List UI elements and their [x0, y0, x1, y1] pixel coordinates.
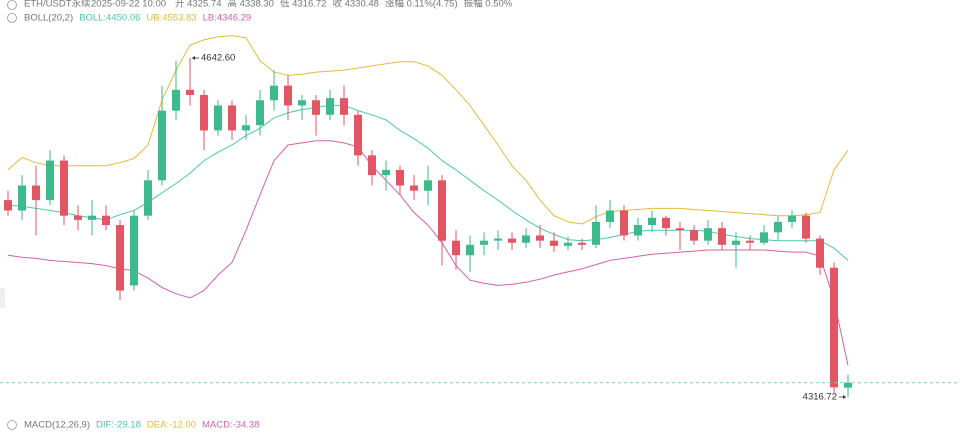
- candle-body: [88, 215, 96, 220]
- candle-body: [578, 242, 586, 245]
- candle-body: [312, 100, 320, 115]
- header-field: 收 4330.48: [332, 0, 378, 10]
- boll-field: LB:4346.29: [203, 13, 252, 24]
- candle-body: [620, 210, 628, 236]
- candle-body: [816, 238, 824, 268]
- candle-body: [592, 221, 600, 245]
- boll-label: BOLL(20,2): [24, 13, 73, 24]
- candle-body: [718, 228, 726, 245]
- candle-body: [158, 110, 166, 181]
- candle-body: [802, 215, 810, 239]
- candle-body: [732, 240, 740, 245]
- candle-body: [102, 215, 110, 226]
- macd-field: DEA:-12.00: [147, 420, 196, 431]
- candle-body: [844, 382, 852, 388]
- candle-body: [494, 238, 502, 241]
- candle-body: [18, 185, 26, 211]
- side-tab[interactable]: [0, 288, 5, 308]
- candle-body: [130, 215, 138, 286]
- candle-body: [200, 95, 208, 131]
- candle-body: [60, 160, 68, 216]
- header-field: 涨幅 0.11%(4.75): [385, 0, 458, 10]
- candle-body: [704, 228, 712, 241]
- candle-body: [438, 180, 446, 241]
- header: ETH/USDT永续 2025-09-22 10:00: [24, 0, 166, 10]
- candle-body: [186, 89, 194, 96]
- candle-body: [690, 230, 698, 241]
- candle-body: [508, 238, 516, 243]
- candle-body: [774, 221, 782, 233]
- candle-body: [480, 240, 488, 245]
- macd-field: DIF:-29.18: [96, 420, 141, 431]
- candle-body: [116, 225, 124, 291]
- header-field: 振幅 0.50%: [464, 0, 513, 10]
- candle-body: [284, 85, 292, 106]
- candle-body: [830, 267, 838, 388]
- annotation-arrowhead: [843, 395, 846, 399]
- candle-body: [648, 217, 656, 226]
- candle-body: [522, 235, 530, 243]
- header-field: 低 4316.72: [280, 0, 326, 10]
- candle-body: [4, 200, 12, 211]
- collapse-icon[interactable]: [7, 13, 17, 23]
- candle-body: [354, 114, 362, 156]
- candle-body: [172, 89, 180, 111]
- candle-body: [340, 98, 348, 115]
- candle-body: [46, 160, 54, 201]
- candle-body: [242, 125, 250, 131]
- candle-body: [410, 185, 418, 191]
- candle-body: [760, 232, 768, 243]
- candle-body: [466, 244, 474, 256]
- candle-body: [74, 215, 82, 220]
- macd-label: MACD(12,26,9): [24, 420, 90, 431]
- candle-body: [214, 105, 222, 131]
- candle-body: [270, 85, 278, 101]
- candle-body: [676, 228, 684, 231]
- header-field: 高 4338.30: [227, 0, 273, 10]
- candle-body: [396, 169, 404, 186]
- macd-field: MACD:-34.38: [202, 420, 260, 431]
- annotation-arrowhead: [192, 56, 195, 60]
- candle-body: [564, 242, 572, 246]
- candle-body: [326, 98, 334, 115]
- annotation: 4316.72: [803, 392, 837, 403]
- candle-body: [746, 240, 754, 243]
- symbol: ETH/USDT永续: [24, 0, 91, 10]
- candle-body: [550, 240, 558, 246]
- candle-body: [382, 169, 390, 176]
- boll-line: [7, 140, 849, 366]
- candle-body: [32, 185, 40, 201]
- time: 2025-09-22 10:00: [91, 0, 166, 10]
- candle-body: [298, 100, 306, 106]
- collapse-icon[interactable]: [7, 0, 17, 10]
- candle-body: [606, 210, 614, 222]
- candle-body: [144, 180, 152, 216]
- candle-body: [228, 105, 236, 131]
- candle-body: [662, 217, 670, 229]
- candle-body: [536, 235, 544, 241]
- header-field: 开 4325.74: [175, 0, 221, 10]
- collapse-icon[interactable]: [7, 420, 17, 430]
- boll-field: BOLL:4450.06: [79, 13, 140, 24]
- candle-body: [452, 240, 460, 256]
- candle-body: [256, 100, 264, 126]
- boll-line: [7, 35, 849, 225]
- candle-body: [368, 155, 376, 176]
- candle-body: [788, 215, 796, 222]
- candle-body: [424, 180, 432, 191]
- boll-field: UB:4553.83: [146, 13, 196, 24]
- candle-body: [634, 225, 642, 236]
- annotation: 4642.60: [201, 53, 235, 64]
